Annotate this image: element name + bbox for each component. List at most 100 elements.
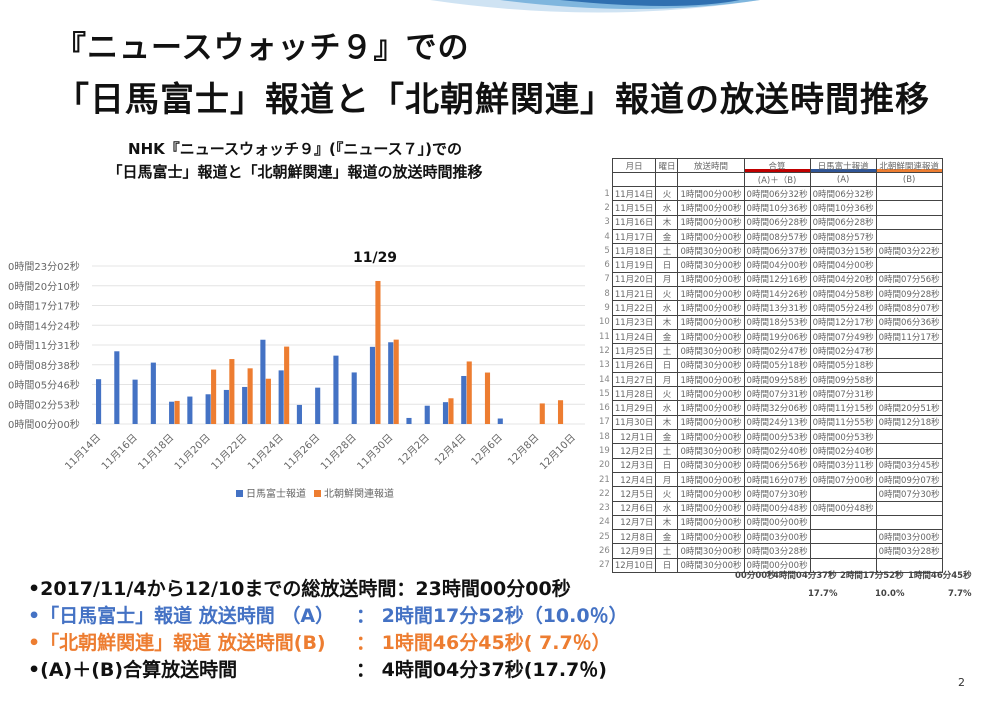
table-cell: 金 <box>655 429 679 445</box>
x-tick-label: 11月24日 <box>245 432 286 473</box>
table-row: 24 12月7日木 1時間00分00秒 0時間00分00秒 <box>597 514 943 531</box>
table-cell: 0時間04分58秒 <box>809 286 877 302</box>
table-cell: 0時間11分15秒 <box>809 400 877 416</box>
table-cell: 0時間03分28秒 <box>875 543 943 559</box>
table-cell: 土 <box>655 343 679 359</box>
table-row: 11 11月24日金 1時間00分00秒 0時間19分06秒 0時間07分49秒 0時間1… <box>597 328 943 345</box>
table-cell: 0時間09分07秒 <box>875 471 943 488</box>
bar-a-11月30日 <box>388 342 394 424</box>
table-cell: 0時間02分40秒 <box>809 443 877 459</box>
table-row: 7 11月20日月 1時間00分00秒 0時間12分16秒 0時間04分20秒 0時間07… <box>597 271 943 288</box>
table-cell: 0時間08分57秒 <box>743 228 811 245</box>
table-cell: 0時間12分18秒 <box>875 414 943 431</box>
bar-b-12月8日 <box>539 403 545 424</box>
table-cell: 11月23日 <box>611 314 657 330</box>
table-cell: 1時間00分00秒 <box>677 214 745 230</box>
table-cell: 1時間00分00秒 <box>677 228 745 245</box>
header-airtime: 放送時間 <box>677 158 745 173</box>
table-cell: 11月19日 <box>611 257 657 273</box>
x-tick-label: 12月2日 <box>396 432 432 468</box>
table-cell: 0時間32分06秒 <box>743 400 811 416</box>
table-cell: 0時間30分00秒 <box>677 257 745 273</box>
summary-value: ： 1時間46分45秒( 7.7％） <box>356 632 611 654</box>
table-cell: 11月20日 <box>611 271 657 288</box>
header-weekday: 曜日 <box>655 158 679 173</box>
table-cell: 0時間06分56秒 <box>743 457 811 473</box>
bar-a-11月24日 <box>278 370 284 424</box>
table-cell: 0時間07分30秒 <box>743 486 811 502</box>
table-cell: 土 <box>655 543 679 559</box>
bar-b-11月23日 <box>265 378 271 424</box>
table-cell: 1時間00分00秒 <box>677 371 745 388</box>
table-cell: 3 <box>604 217 610 228</box>
bar-a-11月22日 <box>242 386 248 424</box>
legend-swatch <box>314 490 321 497</box>
table-cell: 0時間16分07秒 <box>743 471 811 488</box>
x-tick-label: 12月4日 <box>432 432 468 468</box>
table-cell <box>875 214 943 230</box>
table-cell: 27 <box>599 560 610 571</box>
table-cell: 14 <box>599 374 610 385</box>
legend-swatch <box>236 490 243 497</box>
table-cell: 0時間12分17秒 <box>809 314 877 330</box>
table-cell: 1 <box>604 188 610 199</box>
x-tick-label: 12月6日 <box>469 432 505 468</box>
table-row: 16 11月29日水 1時間00分00秒 0時間32分06秒 0時間11分15秒 0時間2… <box>597 400 943 416</box>
table-cell: 0時間30分00秒 <box>677 343 745 359</box>
table-cell: 0時間18分53秒 <box>743 314 811 330</box>
summary-value: ： 2時間17分52秒（10.0％） <box>356 605 628 627</box>
summary-label: •2017/11/4から12/10までの総放送時間：23時間00分00秒 <box>28 578 571 600</box>
table-cell: 水 <box>655 300 679 316</box>
table-cell <box>875 500 943 516</box>
table-cell: 0時間30分00秒 <box>677 557 745 574</box>
table-row: 2 11月15日水 1時間00分00秒 0時間10分36秒 0時間10分36秒 <box>597 200 943 216</box>
bar-b-11月22日 <box>247 368 253 424</box>
table-cell: 0時間30分00秒 <box>677 543 745 559</box>
table-cell: 0時間07分31秒 <box>743 386 811 402</box>
x-tick-label: 11月26日 <box>282 432 323 473</box>
table-cell: 0時間12分16秒 <box>743 271 811 288</box>
table-cell: 水 <box>655 400 679 416</box>
table-cell: 0時間08分57秒 <box>809 228 877 245</box>
y-tick-label: 0時間05分46秒 <box>8 379 80 392</box>
table-cell: 11月22日 <box>611 300 657 316</box>
table-cell: 11月26日 <box>611 357 657 373</box>
table-cell: 1時間00分00秒 <box>677 471 745 488</box>
x-tick-label: 11月18日 <box>136 432 177 473</box>
subheader: (B) <box>875 172 943 187</box>
table-cell: 土 <box>655 243 679 259</box>
table-cell: 0時間30分00秒 <box>677 243 745 259</box>
table-cell: 0時間30分00秒 <box>677 457 745 473</box>
header-total: 合算 <box>743 158 811 173</box>
table-cell: 0時間07分49秒 <box>809 328 877 345</box>
table-cell: 21 <box>599 474 610 485</box>
table-cell: 15 <box>599 388 610 399</box>
table-cell: 0時間13分31秒 <box>743 300 811 316</box>
bar-a-11月17日 <box>150 362 156 424</box>
table-subheader-row: (A)＋（B) (A) (B) <box>597 172 943 187</box>
table-cell: 11月21日 <box>611 286 657 302</box>
table-cell: 23 <box>599 503 610 514</box>
table-cell: 16 <box>599 403 610 414</box>
bar-a-11月21日 <box>223 389 229 424</box>
table-cell: 0時間11分55秒 <box>809 414 877 431</box>
table-cell: 0時間07分31秒 <box>809 386 877 402</box>
table-cell: 日 <box>655 557 679 574</box>
total-combined: 4時間04分37秒 <box>773 571 837 581</box>
table-cell: 1時間00分00秒 <box>677 286 745 302</box>
x-tick-label: 11月14日 <box>63 432 104 473</box>
table-cell: 0時間14分26秒 <box>743 286 811 302</box>
y-tick-label: 0時間20分10秒 <box>8 280 80 293</box>
bar-a-11月26日 <box>315 387 321 424</box>
table-row: 12 11月25日土 0時間30分00秒 0時間02分47秒 0時間02分47秒 <box>597 343 943 359</box>
table-cell: 1時間00分00秒 <box>677 414 745 431</box>
bar-chart: 0時間00分00秒 0時間02分53秒 0時間05分46秒 0時間08分38秒 0時間1… <box>8 250 585 500</box>
table-cell: 金 <box>655 228 679 245</box>
table-cell: 0時間06分36秒 <box>875 314 943 330</box>
table-cell: 1時間00分00秒 <box>677 386 745 402</box>
table-cell: 0時間30分00秒 <box>677 357 745 373</box>
table-cell: 1時間00分00秒 <box>677 271 745 288</box>
table-cell: 19 <box>599 445 610 456</box>
table-cell: 0時間24分13秒 <box>743 414 811 431</box>
table-cell: 木 <box>655 514 679 531</box>
